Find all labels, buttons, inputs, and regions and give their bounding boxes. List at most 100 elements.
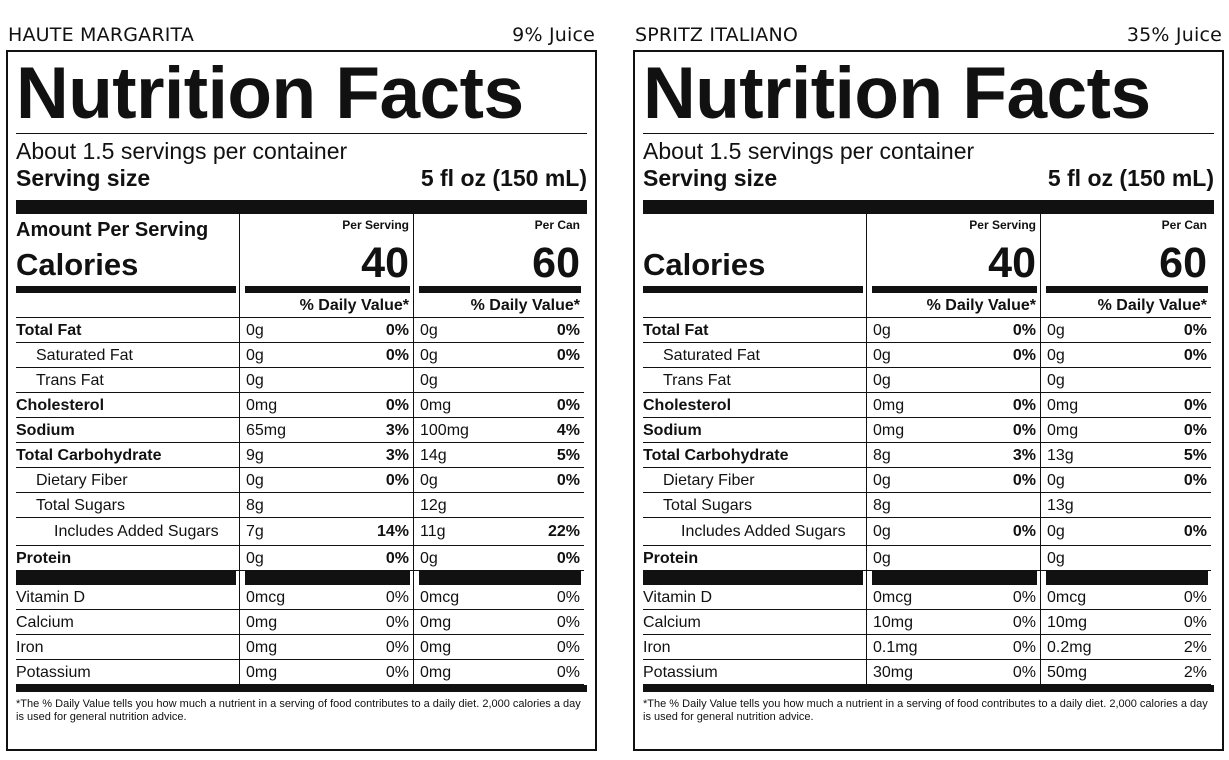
thick-divider (643, 200, 1214, 214)
daily-value-percent: 0% (1012, 472, 1036, 489)
daily-value-percent: 0% (385, 550, 409, 567)
nutrient-per-serving: 0mg 0% (240, 393, 413, 418)
thick-divider (16, 200, 587, 214)
serving-size-row: Serving size 5 fl oz (150 mL) (643, 164, 1214, 192)
daily-value-percent: 0% (1183, 347, 1207, 364)
amount-value: 0g (873, 550, 891, 567)
daily-value-header: % Daily Value* (1041, 293, 1211, 318)
amount-value: 0g (1047, 472, 1065, 489)
daily-value-percent: 0% (385, 614, 409, 631)
vitamin-per-can: 0mcg 0% (1041, 585, 1211, 610)
amount-value: 0g (873, 523, 891, 540)
calories-divider (1046, 286, 1208, 293)
daily-value-percent: 0% (556, 397, 580, 414)
nutrient-label: Sodium (643, 422, 702, 439)
serving-size-label: Serving size (643, 165, 778, 191)
vitamin-row: Vitamin D (16, 585, 239, 610)
nutrient-label: Total Fat (16, 322, 82, 339)
per-can-column: Per Can 60% Daily Value* 0g 0% 0g 0% 0g 0mg 0% 0m… (1041, 214, 1211, 685)
calories-per-serving: 40 (988, 239, 1036, 287)
daily-value-percent: 22% (547, 523, 580, 540)
amount-value: 0mg (420, 639, 452, 656)
vitamin-per-serving: 0mcg 0% (867, 585, 1040, 610)
nutrient-per-can: 0g 0% (1041, 318, 1211, 343)
vitamin-label: Vitamin D (643, 589, 713, 606)
product-name: SPRITZ ITALIANO (635, 24, 799, 46)
nutrient-row: Includes Added Sugars (16, 518, 239, 546)
amount-value: 30mg (873, 664, 914, 681)
per-serving-column: Per Serving 40 % Daily Value* 0g 0% 0g 0% 0g 0mg… (240, 214, 414, 685)
vitamin-row: Potassium (16, 660, 239, 685)
vitamin-divider (643, 571, 863, 585)
amount-value: 10mg (1047, 614, 1088, 631)
amount-value: 0g (1047, 322, 1065, 339)
nutrient-per-can: 0mg 0% (1041, 418, 1211, 443)
nutrient-row: Total Sugars (16, 493, 239, 518)
daily-value-percent: 0% (556, 322, 580, 339)
daily-value-percent: 0% (385, 397, 409, 414)
vitamin-row: Calcium (16, 610, 239, 635)
nutrient-per-can: 0mg 0% (414, 393, 584, 418)
amount-value: 0g (873, 372, 891, 389)
nutrient-per-serving: 0g 0% (240, 343, 413, 368)
amount-value: 8g (246, 497, 264, 514)
amount-value: 14g (420, 447, 447, 464)
amount-value: 0mg (246, 614, 278, 631)
daily-value-spacer (16, 293, 239, 318)
nutrient-label: Trans Fat (36, 372, 104, 389)
amount-value: 0g (246, 472, 264, 489)
nutrient-per-can: 13g 5% (1041, 443, 1211, 468)
bottom-divider (16, 685, 587, 692)
amount-value: 0mg (873, 397, 905, 414)
nutrient-per-serving: 8g 3% (867, 443, 1040, 468)
nutrient-per-can: 14g 5% (414, 443, 584, 468)
vitamin-per-serving: 0mg 0% (240, 635, 413, 660)
bottom-divider (643, 685, 1214, 692)
per-can-label: Per Can (1161, 218, 1207, 232)
nutrient-row: Protein (16, 546, 239, 571)
amount-value: 0g (1047, 372, 1065, 389)
amount-value: 10mg (873, 614, 914, 631)
amount-value: 0g (420, 347, 438, 364)
nutrient-label: Total Carbohydrate (643, 447, 789, 464)
nutrient-label: Includes Added Sugars (681, 523, 846, 540)
nutrient-per-serving: 0g (867, 546, 1040, 571)
amount-value: 0.2mg (1047, 639, 1092, 656)
vitamin-label: Iron (16, 639, 44, 656)
daily-value-percent: 0% (1012, 614, 1036, 631)
nutrient-row: Includes Added Sugars (643, 518, 866, 546)
amount-value: 0g (420, 372, 438, 389)
nutrient-label: Total Sugars (663, 497, 752, 514)
nutrient-per-serving: 0g 0% (867, 518, 1040, 546)
vitamin-divider (872, 571, 1037, 585)
nutrient-per-can: 0g 0% (1041, 343, 1211, 368)
per-serving-header: Per Serving 40 (240, 214, 413, 286)
daily-value-percent: 0% (1183, 472, 1207, 489)
amount-value: 0mcg (246, 589, 286, 606)
nutrient-label: Dietary Fiber (663, 472, 755, 489)
nutrient-label: Cholesterol (643, 397, 732, 414)
vitamin-label: Calcium (16, 614, 74, 631)
panel-header: HAUTE MARGARITA 9% Juice (6, 24, 597, 50)
nutrient-label: Protein (643, 550, 699, 567)
amount-value: 0mcg (873, 589, 913, 606)
amount-per-serving: Amount Per Serving (16, 219, 209, 241)
calories-divider (245, 286, 410, 293)
servings-per-container: About 1.5 servings per container (16, 138, 348, 164)
amount-value: 0mcg (420, 589, 460, 606)
nutrient-label: Includes Added Sugars (54, 523, 219, 540)
nutrient-label: Saturated Fat (36, 347, 133, 364)
vitamin-row: Iron (16, 635, 239, 660)
daily-value-spacer (643, 293, 866, 318)
daily-value-percent: 0% (1012, 322, 1036, 339)
amount-value: 0mg (246, 664, 278, 681)
daily-value-percent: 0% (1183, 397, 1207, 414)
amount-value: 65mg (246, 422, 287, 439)
per-can-header: Per Can 60 (414, 214, 584, 286)
nutrient-per-serving: 8g (867, 493, 1040, 518)
amount-value: 0g (420, 550, 438, 567)
amount-value: 9g (246, 447, 264, 464)
calories-divider (643, 286, 863, 293)
daily-value-header: % Daily Value* (414, 293, 584, 318)
nutrient-row: Dietary Fiber (16, 468, 239, 493)
